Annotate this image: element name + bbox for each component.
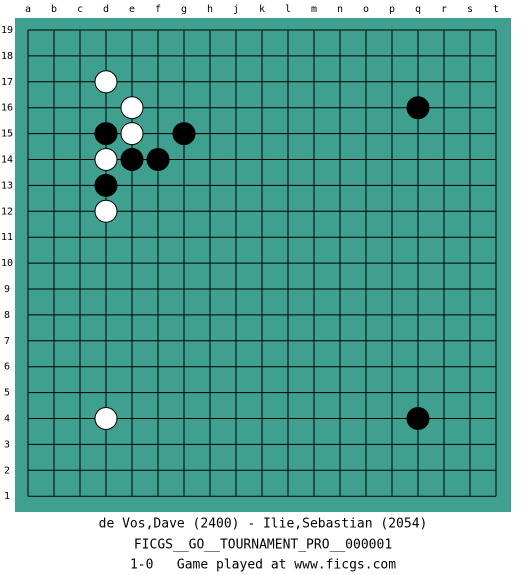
column-label: l <box>285 4 291 15</box>
white-stone <box>94 70 118 94</box>
column-label: p <box>389 4 395 15</box>
column-label: m <box>311 4 317 15</box>
players: de Vos,Dave (2400) - Ilie,Sebastian (205… <box>99 517 428 532</box>
row-label: 16 <box>1 103 13 114</box>
white-stone <box>94 199 118 223</box>
row-label: 13 <box>1 180 13 191</box>
row-label: 12 <box>1 206 13 217</box>
white-stone <box>94 148 118 171</box>
row-label: 19 <box>1 25 13 36</box>
column-label: t <box>493 4 499 15</box>
black-stone <box>94 122 118 146</box>
column-label: a <box>25 4 31 15</box>
row-label: 10 <box>1 258 13 269</box>
row-label: 11 <box>1 232 13 243</box>
row-label: 9 <box>4 284 10 295</box>
row-label: 2 <box>4 465 10 476</box>
column-label: h <box>207 4 213 15</box>
column-label: j <box>233 4 239 15</box>
white-stone <box>120 122 144 146</box>
black-stone <box>94 173 118 197</box>
column-label: o <box>363 4 369 15</box>
column-label: n <box>337 4 343 15</box>
row-label: 5 <box>4 388 10 399</box>
row-label: 18 <box>1 51 13 62</box>
black-stone <box>120 148 144 171</box>
row-label: 6 <box>4 362 10 373</box>
column-label: f <box>155 4 161 15</box>
row-label: 15 <box>1 129 13 140</box>
column-label: b <box>51 4 57 15</box>
white-stone <box>94 407 118 430</box>
column-label: c <box>77 4 83 15</box>
row-label: 3 <box>4 439 10 450</box>
column-label: s <box>467 4 473 15</box>
black-stone <box>172 122 196 146</box>
result: 1-0 Game played at www.ficgs.com <box>130 558 396 573</box>
row-label: 1 <box>4 491 10 502</box>
column-label: d <box>103 4 109 15</box>
black-stone <box>406 407 430 430</box>
row-label: 8 <box>4 310 10 321</box>
row-label: 4 <box>4 414 10 425</box>
column-label: k <box>259 4 265 15</box>
row-label: 17 <box>1 77 13 88</box>
black-stone <box>146 148 170 171</box>
column-label: r <box>441 4 447 15</box>
board <box>15 18 511 512</box>
black-stone <box>406 96 430 120</box>
column-label: g <box>181 4 187 15</box>
column-label: q <box>415 4 421 15</box>
white-stone <box>120 96 144 120</box>
column-label: e <box>129 4 135 15</box>
row-label: 7 <box>4 336 10 347</box>
row-label: 14 <box>1 155 13 166</box>
event: FICGS__GO__TOURNAMENT_PRO__000001 <box>134 538 392 553</box>
